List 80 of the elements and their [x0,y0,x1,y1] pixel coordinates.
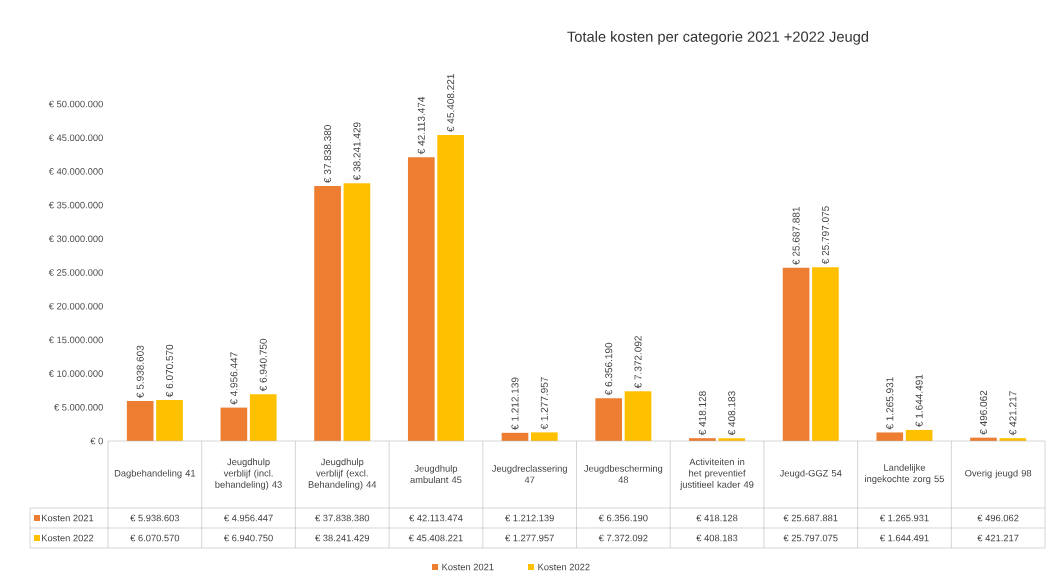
data-label: € 1.644.491 [879,534,929,542]
text: € 6.356.190 [605,342,613,396]
bar [249,394,277,441]
bar [876,432,904,441]
bar [314,185,341,441]
text: € 1.212.139 [511,377,519,430]
x-tick-label: Overig jeugd 98 [965,469,1032,479]
text: € 496.062 [979,390,988,435]
bar [407,157,435,441]
data-label: € 25.687.881 [783,514,838,522]
text: € 408.183 [728,391,736,436]
legend-label: Kosten 2022 [42,534,94,542]
data-label: € 6.356.190 [598,514,648,522]
y-tick-label: € 15.000.000 [48,336,103,344]
y-tick-label: € 35.000.000 [48,201,103,209]
text: € 6.070.570 [165,344,174,398]
data-label: € 1.265.931 [879,514,929,522]
text: € 421.217 [1009,391,1017,436]
data-label: € 7.372.092 [598,534,648,542]
x-tick-label: Jeugdhulp ambulant 45 [410,464,462,484]
data-label: € 496.062 [977,514,1019,522]
data-label: € 42.113.474 [409,514,463,522]
text: € 42.113.474 [417,96,425,155]
data-label: € 6.070.570 [130,534,180,542]
y-tick-label: € 5.000.000 [54,404,103,411]
y-tick-label: € 45.000.000 [48,134,103,141]
y-tick-label: € 40.000.000 [48,168,103,175]
bar [343,183,371,441]
y-tick-label: € 30.000.000 [48,235,103,243]
data-label: € 421.217 [977,534,1019,542]
y-tick-label: € 25.000.000 [48,269,103,276]
y-tick-label: € 10.000.000 [48,370,103,377]
bar [530,432,558,441]
y-tick-label: € 50.000.000 [48,100,103,108]
text: € 1.265.931 [886,377,894,430]
y-tick-label: € 20.000.000 [48,302,103,310]
text: € 6.940.750 [259,338,267,392]
x-tick-label: Jeugd-GGZ 54 [779,469,842,479]
data-label: € 45.408.221 [408,534,463,542]
legend-label: Kosten 2021 [42,514,94,522]
chart-title: Totale kosten per categorie 2021 +2022 Jeugd [567,31,869,45]
x-tick-label: Activiteiten in het preventief justitieel kader 49 [680,458,754,490]
text: € 418.128 [698,391,706,436]
text: € 1.277.957 [540,377,548,430]
text: € 25.687.881 [792,207,800,265]
text: € 1.644.491 [915,374,923,427]
text: € 37.838.380 [324,125,332,183]
x-tick-label: Landelijke ingekochte zorg 55 [865,463,944,485]
data-label: € 4.956.447 [223,514,273,522]
text: € 25.797.075 [821,206,829,265]
text: Kosten 2021 [442,563,494,571]
data-label: € 1.277.957 [505,534,554,542]
data-label: € 37.838.380 [315,514,370,522]
data-label: € 418.128 [696,514,738,522]
y-tick-label: € 0 [90,437,103,445]
bar [595,398,623,441]
bar [437,134,464,441]
data-label: € 1.212.139 [505,514,554,522]
text: € 4.956.447 [230,352,238,405]
text: € 7.372.092 [634,336,642,389]
x-tick-label: Jeugdreclassering 47 [491,464,567,484]
bar [156,400,183,441]
x-tick-label: Jeugdhulp verblijf (incl. behandeling) 43 [215,458,282,490]
data-label: € 6.940.750 [223,534,273,542]
x-tick-label: Jeugdbescherming 48 [584,464,663,484]
x-tick-label: Dagbehandeling 41 [114,469,196,479]
bar [782,267,810,441]
data-label: € 38.241.429 [315,534,370,542]
bar [220,407,248,441]
text: € 5.938.603 [136,345,144,398]
data-label: € 25.797.075 [783,534,838,542]
data-label: € 5.938.603 [130,514,180,522]
bar [812,267,839,441]
data-label: € 408.183 [696,534,738,542]
text: € 45.408.221 [447,74,455,132]
bar [624,391,652,441]
bar [126,400,154,441]
x-tick-label: Jeugdhulp verblijf (excl. Behandeling) 44 [308,458,377,490]
text: Kosten 2022 [538,563,590,571]
text: € 38.241.429 [353,122,361,181]
